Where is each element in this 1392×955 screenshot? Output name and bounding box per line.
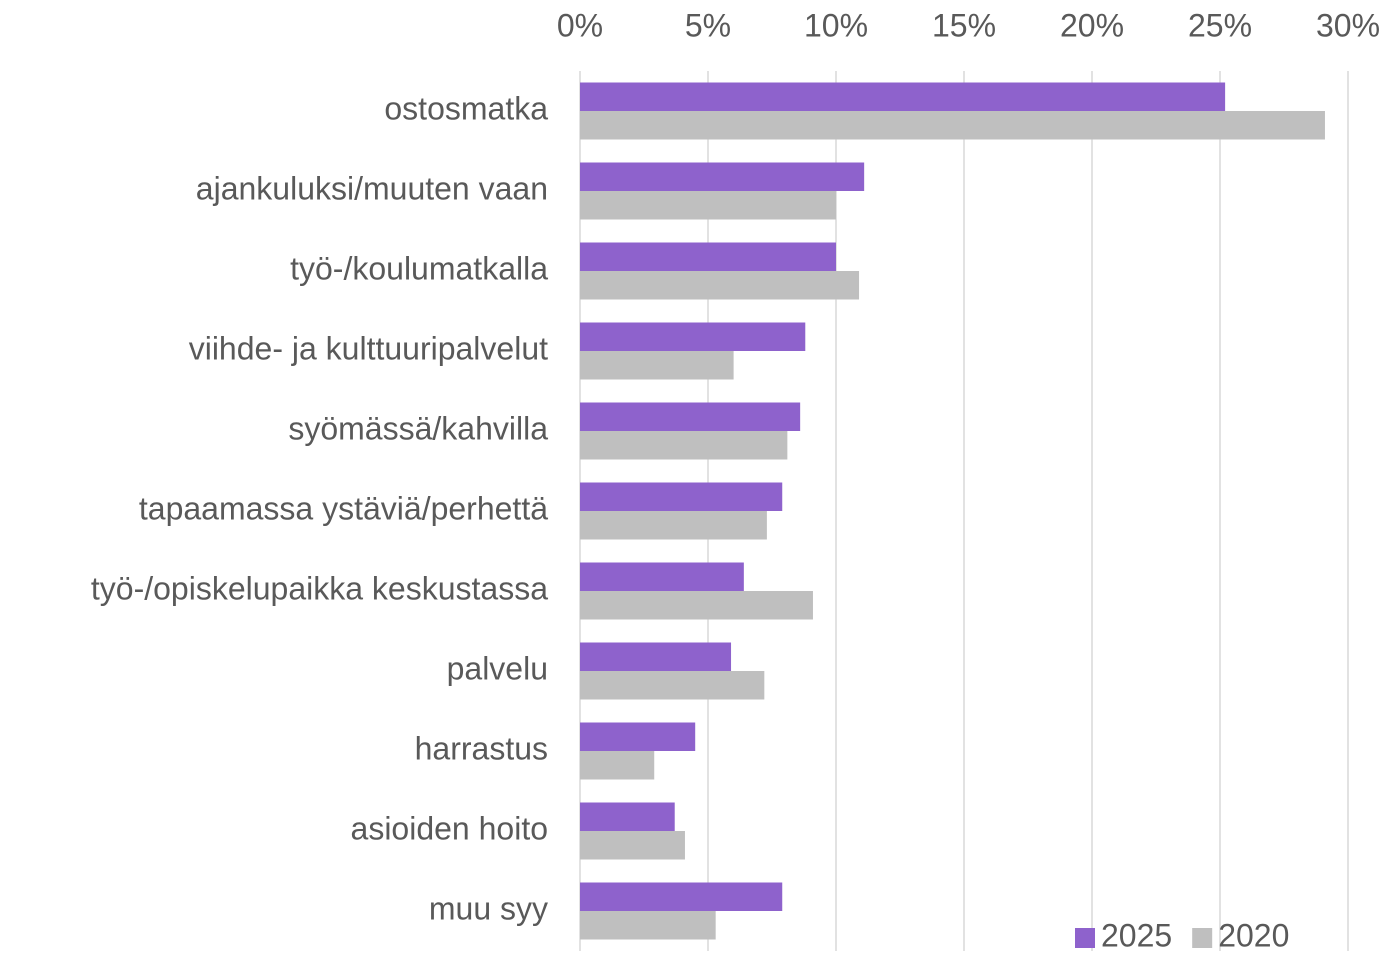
bar — [580, 642, 732, 671]
x-tick-label: 10% — [804, 7, 868, 43]
category-label: asioiden hoito — [351, 810, 548, 846]
bar — [580, 242, 836, 271]
bar — [580, 82, 1226, 111]
x-tick-label: 30% — [1316, 7, 1380, 43]
bar — [580, 802, 675, 831]
x-tick-label: 25% — [1188, 7, 1252, 43]
category-label: syömässä/kahvilla — [288, 410, 548, 446]
legend-swatch — [1192, 928, 1213, 948]
bar — [580, 482, 783, 511]
bar — [580, 831, 685, 860]
bar — [580, 882, 783, 911]
bar — [580, 511, 767, 540]
x-tick-label: 5% — [685, 7, 731, 43]
category-label: ostosmatka — [384, 90, 548, 126]
bar — [580, 431, 788, 460]
bar — [580, 351, 734, 380]
legend-label: 2025 — [1101, 917, 1172, 953]
bar — [580, 591, 813, 620]
category-label: viihde- ja kulttuuripalvelut — [189, 330, 548, 366]
bar — [580, 322, 806, 351]
bar — [580, 191, 836, 220]
bar — [580, 402, 801, 431]
category-label: palvelu — [447, 650, 548, 686]
category-label: muu syy — [429, 890, 548, 926]
x-tick-label: 0% — [557, 7, 603, 43]
bar — [580, 111, 1325, 140]
category-label: ajankuluksi/muuten vaan — [196, 170, 548, 206]
bar — [580, 722, 696, 751]
bar — [580, 751, 655, 780]
bar — [580, 671, 765, 700]
category-label: tapaamassa ystäviä/perhettä — [139, 490, 548, 526]
category-label: harrastus — [415, 730, 548, 766]
category-label: työ-/koulumatkalla — [290, 250, 548, 286]
legend-swatch — [1075, 928, 1095, 948]
bar — [580, 911, 716, 940]
bar — [580, 162, 865, 191]
bar — [580, 562, 744, 591]
category-label: työ-/opiskelupaikka keskustassa — [91, 570, 548, 606]
x-tick-label: 15% — [932, 7, 996, 43]
x-tick-label: 20% — [1060, 7, 1124, 43]
bar — [580, 271, 860, 300]
legend-label: 2020 — [1218, 917, 1289, 953]
